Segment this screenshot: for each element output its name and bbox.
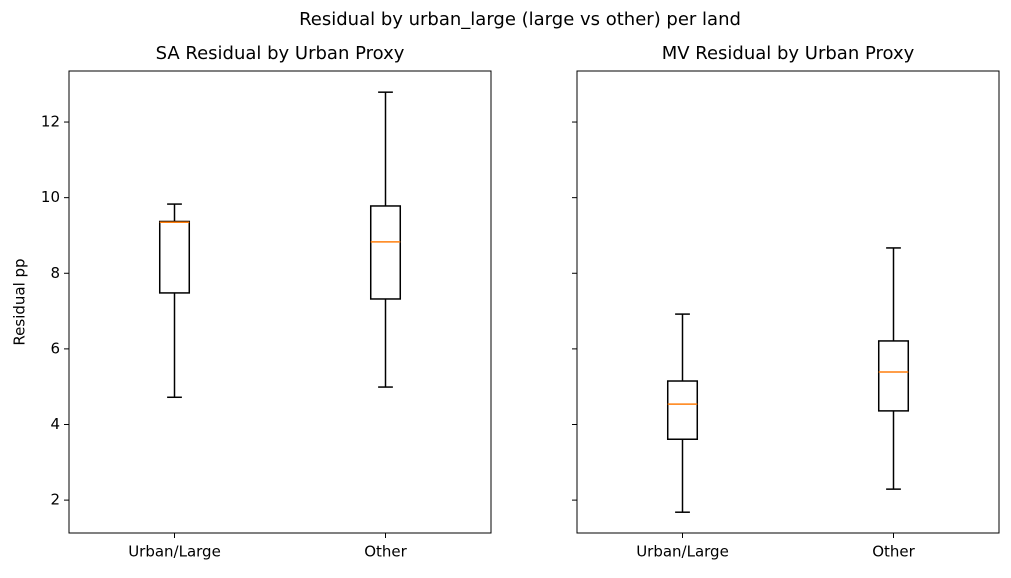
y-tick-label: 6	[50, 339, 60, 357]
box	[666, 380, 699, 440]
y-tick-label: 4	[50, 415, 60, 433]
x-tick-label: Other	[872, 543, 915, 561]
x-tick-label: Other	[364, 543, 407, 561]
y-axis-label: Residual pp	[11, 258, 29, 345]
axes-frame	[68, 70, 492, 534]
figure-title: Residual by urban_large (large vs other)…	[299, 9, 741, 30]
subplot-title: MV Residual by Urban Proxy	[662, 43, 915, 64]
box	[369, 205, 402, 300]
y-tick-label: 2	[50, 491, 60, 509]
box	[158, 220, 191, 294]
x-tick-label: Urban/Large	[128, 543, 221, 561]
axes-frame	[576, 70, 1000, 534]
y-tick-label: 10	[41, 188, 60, 206]
x-tick-label: Urban/Large	[636, 543, 729, 561]
subplot-title: SA Residual by Urban Proxy	[156, 43, 405, 64]
y-tick-label: 12	[41, 113, 60, 131]
box	[877, 340, 910, 412]
y-tick-label: 8	[50, 264, 60, 282]
